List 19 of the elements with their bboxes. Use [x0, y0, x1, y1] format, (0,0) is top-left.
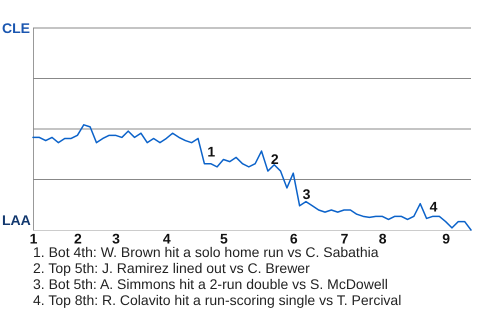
- text: 2. Top 5th: J. Ramirez lined out vs C. Brewer: [33, 260, 311, 276]
- x-tick-label: 8: [378, 230, 387, 246]
- text: CLE: [2, 20, 30, 36]
- x-tick-label: 5: [220, 230, 228, 246]
- x-tick-label: 9: [442, 230, 450, 246]
- text: 1. Bot 4th: W. Brown hit a solo home run vs C. Sabathia: [33, 244, 379, 260]
- annotation: 2: [270, 151, 279, 168]
- x-tick-label: 4: [162, 230, 171, 246]
- x-tick-label: 7: [340, 230, 349, 246]
- text: 3. Bot 5th: A. Simmons hit a 2-run double vs S. McDowell: [33, 276, 389, 292]
- x-tick-label: 3: [112, 230, 120, 246]
- annotation: 3: [302, 186, 311, 202]
- x-tick-label: 6: [290, 230, 298, 246]
- x-tick-label: 1: [30, 230, 38, 246]
- annotation: 4: [430, 198, 438, 214]
- annotation: 1: [207, 144, 216, 160]
- text: LAA: [2, 212, 31, 228]
- text: 4. Top 8th: R. Colavito hit a run-scoring single vs T. Percival: [33, 292, 402, 308]
- x-tick-label: 2: [74, 230, 82, 246]
